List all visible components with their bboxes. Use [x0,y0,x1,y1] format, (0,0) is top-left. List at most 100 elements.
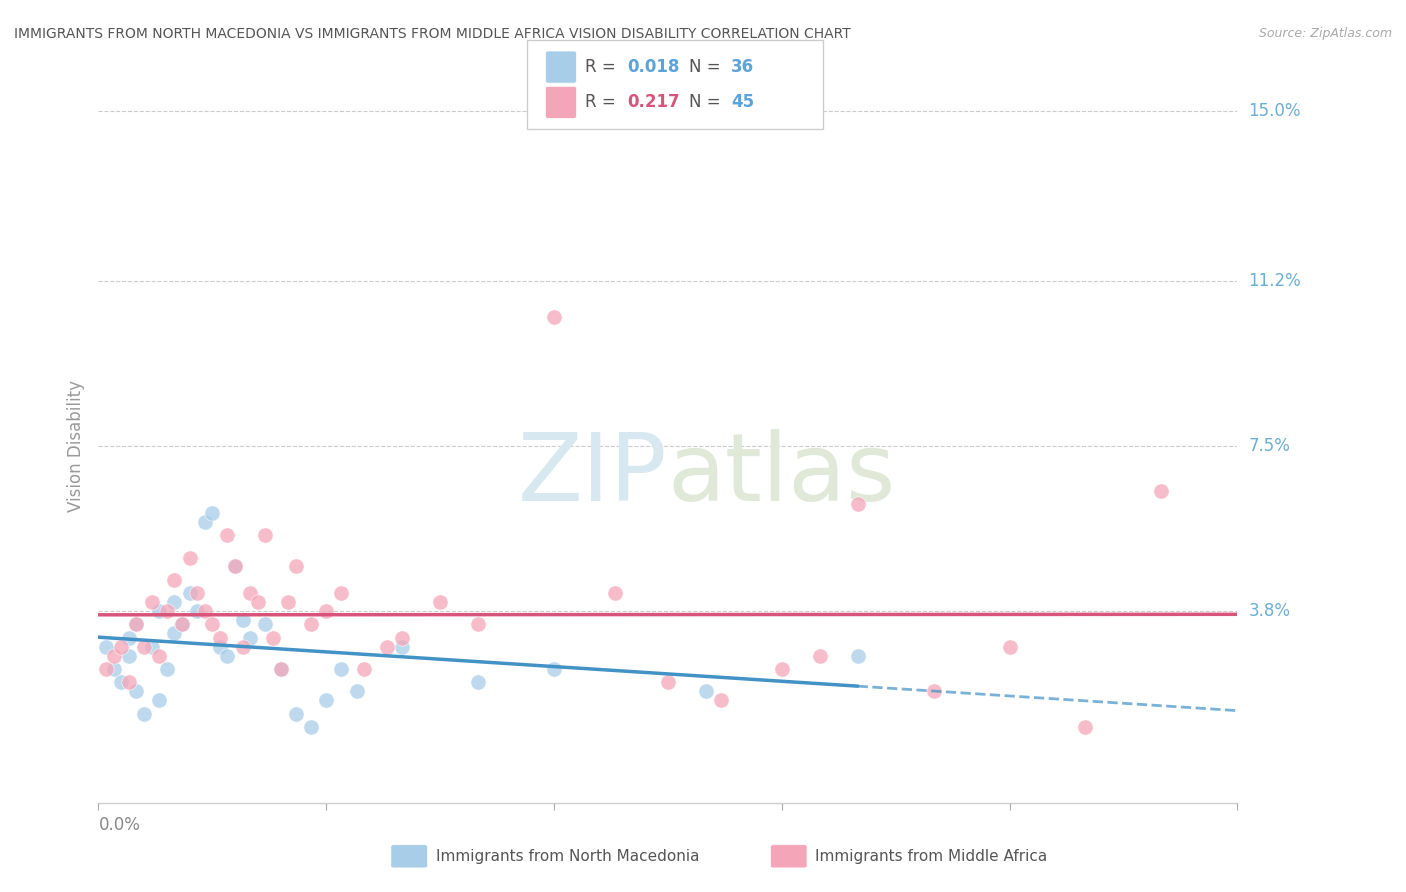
Text: 36: 36 [731,58,754,76]
Point [94,662,117,676]
Point [170,617,193,632]
Point [429,595,451,609]
Point [156,662,179,676]
Point [284,559,307,574]
Point [141,595,163,609]
Point [299,720,322,734]
Point [299,617,322,632]
Text: 45: 45 [731,94,754,112]
Point [1150,483,1173,498]
Point [118,648,141,663]
Point [467,675,489,690]
Point [110,640,132,654]
Text: 0.018: 0.018 [627,58,679,76]
Point [846,497,869,511]
Point [217,648,239,663]
Text: N =: N = [689,94,725,112]
Point [179,550,201,565]
Point [132,706,155,721]
Point [262,631,284,645]
Y-axis label: Vision Disability: Vision Disability [66,380,84,512]
Point [239,631,262,645]
Point [232,613,254,627]
Text: Immigrants from Middle Africa: Immigrants from Middle Africa [815,849,1047,863]
Point [125,684,148,698]
Point [201,617,224,632]
Point [315,604,337,618]
Point [208,640,231,654]
Point [710,693,733,707]
Point [277,595,299,609]
Text: IMMIGRANTS FROM NORTH MACEDONIA VS IMMIGRANTS FROM MIDDLE AFRICA VISION DISABILI: IMMIGRANTS FROM NORTH MACEDONIA VS IMMIG… [14,27,851,41]
Point [254,617,277,632]
Point [808,648,831,663]
Text: N =: N = [689,58,725,76]
Point [284,706,307,721]
Point [346,684,368,698]
Point [391,640,413,654]
Point [201,506,224,520]
Text: 15.0%: 15.0% [1249,103,1301,120]
Point [141,640,163,654]
Point [770,662,793,676]
Point [846,648,869,663]
Point [270,662,292,676]
Point [217,528,239,542]
Point [163,626,186,640]
Point [467,617,489,632]
Point [922,684,945,698]
Text: atlas: atlas [668,428,896,521]
Point [232,640,254,654]
Point [695,684,717,698]
Point [270,662,292,676]
Point [315,693,337,707]
Point [186,586,208,600]
Text: R =: R = [585,58,621,76]
Point [110,675,132,690]
Point [103,662,125,676]
Text: 0.217: 0.217 [627,94,679,112]
Text: R =: R = [585,94,621,112]
Point [132,640,155,654]
Text: 11.2%: 11.2% [1249,272,1301,290]
Point [246,595,269,609]
Text: ZIP: ZIP [519,428,668,521]
Point [186,604,208,618]
Point [94,640,117,654]
Point [375,640,398,654]
Point [103,648,125,663]
Point [330,586,353,600]
Point [998,640,1021,654]
Point [125,617,148,632]
Point [224,559,246,574]
Point [170,617,193,632]
Point [118,631,141,645]
Point [239,586,262,600]
Point [254,528,277,542]
Point [543,662,565,676]
Point [148,604,170,618]
Point [224,559,246,574]
Text: Source: ZipAtlas.com: Source: ZipAtlas.com [1258,27,1392,40]
Point [1074,720,1097,734]
Point [118,675,141,690]
Text: 7.5%: 7.5% [1249,437,1291,455]
Point [391,631,413,645]
Point [148,693,170,707]
Point [603,586,626,600]
Text: Immigrants from North Macedonia: Immigrants from North Macedonia [436,849,699,863]
Point [148,648,170,663]
Text: 0.0%: 0.0% [98,815,141,834]
Point [543,310,565,324]
Point [330,662,353,676]
Point [194,604,217,618]
Point [179,586,201,600]
Point [125,617,148,632]
Point [194,515,217,529]
Text: 3.8%: 3.8% [1249,602,1291,620]
Point [657,675,679,690]
Point [208,631,231,645]
Point [353,662,375,676]
Point [156,604,179,618]
Point [163,595,186,609]
